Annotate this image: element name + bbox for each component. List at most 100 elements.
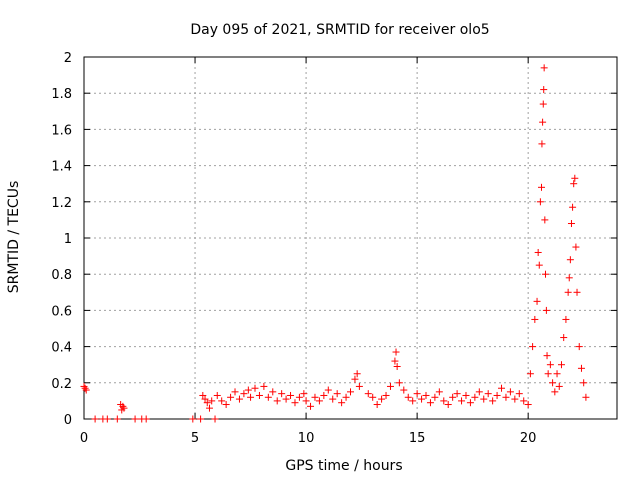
y-tick-label: 1.6 <box>51 123 72 138</box>
y-tick-label: 0.4 <box>51 341 72 356</box>
data-point <box>533 297 541 305</box>
data-point <box>565 274 573 282</box>
data-point <box>458 397 466 405</box>
data-point <box>278 390 286 398</box>
x-tick-label: 0 <box>80 431 88 446</box>
y-axis-label: SRMTID / TECUs <box>6 181 22 294</box>
data-point <box>211 415 219 423</box>
data-point <box>142 415 150 423</box>
data-point <box>418 395 426 403</box>
data-point <box>119 402 127 410</box>
x-tick-label: 10 <box>298 431 315 446</box>
data-point <box>553 370 561 378</box>
data-point <box>520 397 528 405</box>
data-point <box>391 357 399 365</box>
data-point <box>562 315 570 323</box>
axis-ticks: 00.20.40.60.811.21.41.61.820 5 10 15 20 <box>51 51 617 446</box>
data-point <box>320 391 328 399</box>
data-point <box>235 395 243 403</box>
data-point <box>577 364 585 372</box>
data-point <box>80 382 88 390</box>
data-point <box>264 393 272 401</box>
data-point <box>240 390 248 398</box>
y-tick-label: 1 <box>64 232 72 247</box>
data-point <box>203 399 211 407</box>
data-point <box>534 248 542 256</box>
data-point <box>560 334 568 342</box>
data-point <box>471 393 479 401</box>
data-point <box>524 401 532 409</box>
data-point <box>426 399 434 407</box>
data-point <box>549 379 557 387</box>
data-point <box>515 390 523 398</box>
data-point <box>570 180 578 188</box>
data-point <box>231 388 239 396</box>
y-tick-label: 1.2 <box>51 196 72 211</box>
data-point <box>103 415 111 423</box>
data-point <box>538 140 546 148</box>
data-point <box>300 390 308 398</box>
data-point <box>295 393 303 401</box>
data-points <box>80 64 590 423</box>
data-point <box>400 386 408 394</box>
data-point <box>462 391 470 399</box>
y-tick-label: 0.8 <box>51 268 72 283</box>
data-point <box>536 198 544 206</box>
data-point <box>537 183 545 191</box>
data-point <box>364 390 372 398</box>
data-point <box>329 395 337 403</box>
data-point <box>540 86 548 94</box>
data-point <box>543 352 551 360</box>
data-point <box>131 415 139 423</box>
data-point <box>498 384 506 392</box>
y-tick-label: 0.6 <box>51 304 72 319</box>
data-point <box>82 386 90 394</box>
data-point <box>540 64 548 72</box>
data-point <box>338 399 346 407</box>
data-point <box>539 118 547 126</box>
data-point <box>269 388 277 396</box>
data-point <box>355 382 363 390</box>
data-point <box>535 261 543 269</box>
data-point <box>440 397 448 405</box>
data-point <box>544 370 552 378</box>
data-point <box>260 382 268 390</box>
data-point <box>564 288 572 296</box>
x-tick-label: 5 <box>191 431 199 446</box>
data-point <box>369 393 377 401</box>
data-point <box>255 391 263 399</box>
data-point <box>493 391 501 399</box>
data-point <box>302 397 310 405</box>
data-point <box>347 388 354 396</box>
data-point <box>567 220 575 228</box>
data-point <box>422 391 430 399</box>
data-point <box>489 397 497 405</box>
data-point <box>541 216 549 224</box>
data-point <box>546 361 554 369</box>
data-point <box>511 395 519 403</box>
data-point <box>582 393 590 401</box>
data-point <box>480 395 488 403</box>
data-point <box>351 375 359 383</box>
y-tick-label: 1.4 <box>51 160 72 175</box>
data-point <box>222 401 230 409</box>
data-point <box>205 404 213 412</box>
data-point <box>573 288 581 296</box>
data-point <box>551 388 559 396</box>
data-point <box>395 379 403 387</box>
data-point <box>382 391 390 399</box>
data-point <box>213 391 221 399</box>
data-point <box>484 390 492 398</box>
data-point <box>315 397 323 405</box>
data-point <box>373 401 381 409</box>
data-point <box>307 402 315 410</box>
data-point <box>526 370 534 378</box>
data-point <box>197 415 205 423</box>
data-point <box>282 395 290 403</box>
data-point <box>444 401 452 409</box>
data-point <box>435 388 443 396</box>
data-point <box>199 391 207 399</box>
data-point <box>555 382 563 390</box>
data-point <box>572 243 580 251</box>
data-point <box>431 393 439 401</box>
